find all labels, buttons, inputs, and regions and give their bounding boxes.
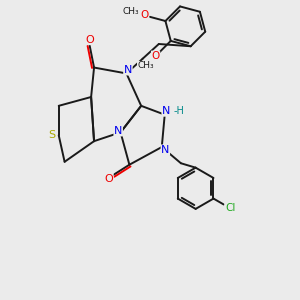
Text: O: O	[104, 174, 113, 184]
Text: N: N	[162, 106, 170, 116]
Text: N: N	[124, 65, 132, 75]
Text: O: O	[140, 11, 149, 20]
Text: O: O	[152, 51, 160, 61]
Text: Cl: Cl	[225, 203, 235, 213]
Text: S: S	[48, 130, 55, 140]
Text: N: N	[114, 126, 122, 136]
Text: -H: -H	[173, 106, 184, 116]
Text: CH₃: CH₃	[137, 61, 154, 70]
Text: N: N	[161, 145, 170, 155]
Text: O: O	[85, 34, 94, 45]
Text: CH₃: CH₃	[123, 8, 140, 16]
